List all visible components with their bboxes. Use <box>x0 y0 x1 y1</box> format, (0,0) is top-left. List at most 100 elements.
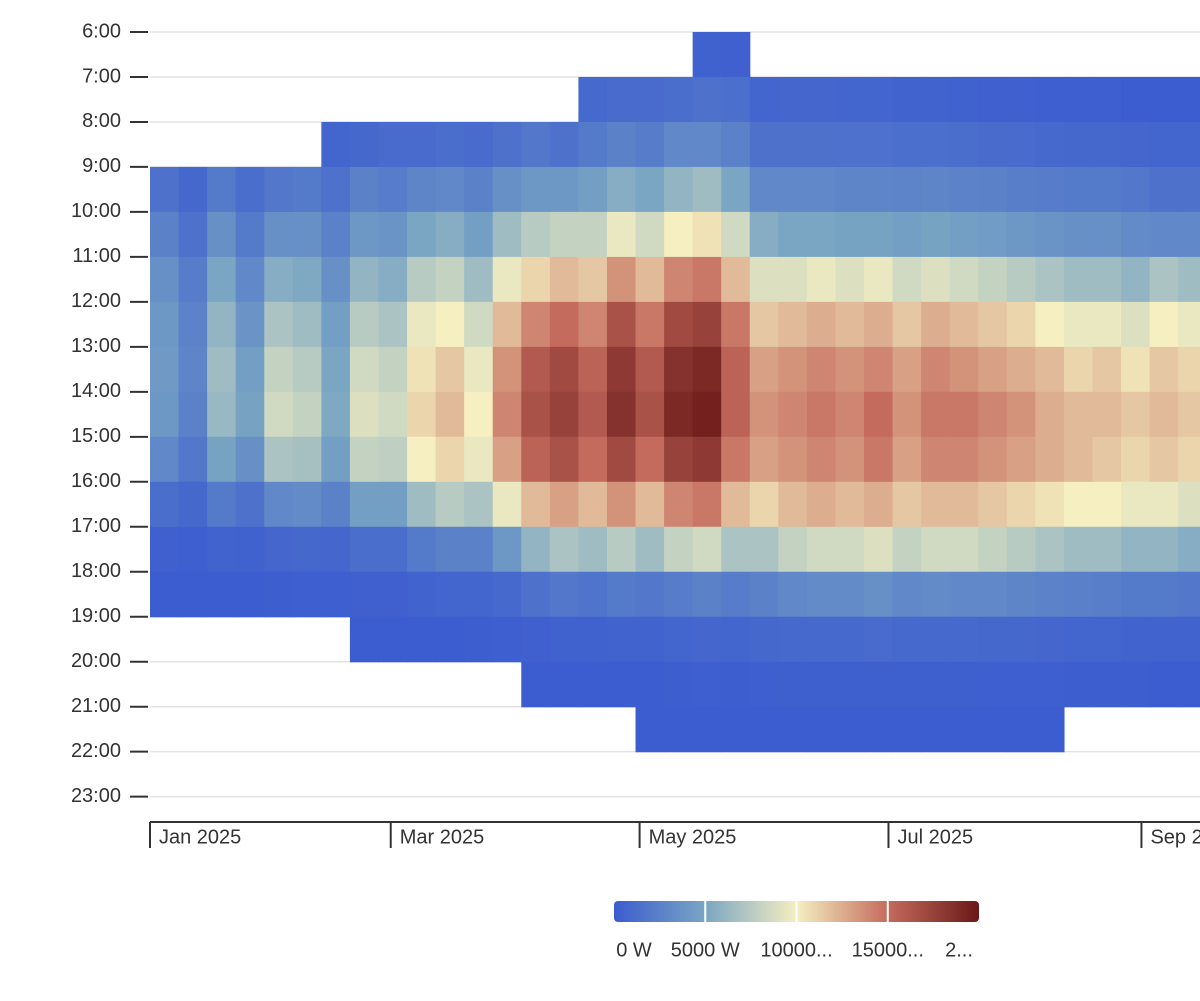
heatmap-cell <box>664 301 694 348</box>
heatmap-cell <box>606 166 637 213</box>
heatmap-cell <box>150 571 180 618</box>
heatmap-cell <box>1063 256 1094 303</box>
heatmap-cell <box>264 391 294 438</box>
heatmap-cell <box>978 616 1008 663</box>
heatmap-cell <box>978 436 1008 483</box>
heatmap-cell <box>235 481 265 528</box>
heatmap-cell <box>1092 571 1122 618</box>
heatmap-cell <box>207 526 237 573</box>
heatmap-cell <box>921 706 951 753</box>
heatmap-cell <box>1063 526 1094 573</box>
heatmap-cell <box>835 436 865 483</box>
heatmap-cell <box>692 706 722 753</box>
heatmap-cell <box>435 211 465 258</box>
heatmap-cell <box>721 256 751 303</box>
heatmap-cell <box>635 661 665 708</box>
heatmap-cell <box>578 391 608 438</box>
heatmap-cell <box>1006 616 1036 663</box>
heatmap-cell <box>1006 526 1036 573</box>
heatmap-cell <box>664 211 694 258</box>
heatmap-cell <box>778 301 808 348</box>
heatmap-cell <box>349 166 380 213</box>
heatmap-cell <box>235 391 265 438</box>
heatmap-cell <box>778 121 808 168</box>
heatmap-cell <box>1035 481 1065 528</box>
heatmap-cell <box>464 526 494 573</box>
heatmap-cell <box>1149 661 1179 708</box>
heatmap-cell <box>692 616 722 663</box>
x-tick-label: Jul 2025 <box>897 826 973 848</box>
heatmap-cell <box>892 706 922 753</box>
heatmap-cell <box>978 526 1008 573</box>
heatmap-cell <box>492 301 522 348</box>
heatmap-cell <box>321 346 351 393</box>
heatmap-cell <box>1178 526 1200 573</box>
heatmap-cell <box>492 436 522 483</box>
heatmap-cell <box>464 571 494 618</box>
heatmap-cell <box>864 436 894 483</box>
heatmap-cell <box>721 211 751 258</box>
heatmap-cell <box>349 391 380 438</box>
heatmap-cell <box>492 166 522 213</box>
heatmap-cell <box>835 76 865 123</box>
heatmap-cell <box>778 616 808 663</box>
heatmap-cell <box>835 211 865 258</box>
heatmap-cell <box>378 301 408 348</box>
heatmap-cell <box>492 391 522 438</box>
heatmap-cell <box>921 436 951 483</box>
heatmap-cell <box>321 571 351 618</box>
heatmap-cell <box>1092 256 1122 303</box>
heatmap-cell <box>1006 346 1036 393</box>
heatmap-cell <box>778 211 808 258</box>
heatmap-cell <box>921 346 951 393</box>
heatmap-cell <box>235 166 265 213</box>
heatmap-cell <box>207 211 237 258</box>
axes: 6:00 7:00 8:00 9:00 10:00 11:00 12:00 13:00 14:0… <box>71 20 1200 848</box>
heatmap-cell <box>692 526 722 573</box>
heatmap-cell <box>1006 211 1036 258</box>
heatmap-cell <box>864 391 894 438</box>
heatmap-cell <box>806 301 837 348</box>
heatmap-cell <box>521 481 551 528</box>
heatmap-cell <box>835 571 865 618</box>
heatmap-cell <box>578 301 608 348</box>
heatmap-cell <box>749 301 779 348</box>
heatmap-cell <box>578 256 608 303</box>
heatmap-cell <box>378 391 408 438</box>
heatmap-cell <box>635 76 665 123</box>
heatmap-cell <box>921 661 951 708</box>
heatmap-cell <box>235 301 265 348</box>
heatmap-cell <box>949 256 979 303</box>
heatmap-cell <box>835 481 865 528</box>
heatmap-cell <box>749 211 779 258</box>
heatmap-cell <box>578 166 608 213</box>
heatmap-cell <box>864 256 894 303</box>
heatmap-cell <box>150 526 180 573</box>
heatmap-cell <box>150 391 180 438</box>
heatmap-cell <box>692 301 722 348</box>
heatmap-cell <box>407 571 437 618</box>
heatmap-cell <box>892 661 922 708</box>
heatmap-cell <box>635 391 665 438</box>
heatmap-cell <box>492 481 522 528</box>
heatmap-cell <box>749 256 779 303</box>
heatmap-cell <box>1063 211 1094 258</box>
x-tick-label: Sep 2025 <box>1150 826 1200 848</box>
heatmap-cell <box>978 481 1008 528</box>
heatmap-cell <box>292 391 322 438</box>
heatmap-cell <box>1006 571 1036 618</box>
heatmap-cell <box>864 481 894 528</box>
heatmap-cell <box>1063 76 1094 123</box>
heatmap-cell <box>1121 616 1151 663</box>
heatmap-cell <box>1035 166 1065 213</box>
heatmap-cell <box>949 346 979 393</box>
heatmap-cell <box>949 166 979 213</box>
heatmap-cell <box>435 301 465 348</box>
heatmap-cell <box>1121 76 1151 123</box>
heatmap-cell <box>549 346 579 393</box>
heatmap-cell <box>207 166 237 213</box>
heatmap-cell <box>835 526 865 573</box>
heatmap-cell <box>978 211 1008 258</box>
y-tick-label: 13:00 <box>71 335 121 357</box>
heatmap-cell <box>1006 391 1036 438</box>
